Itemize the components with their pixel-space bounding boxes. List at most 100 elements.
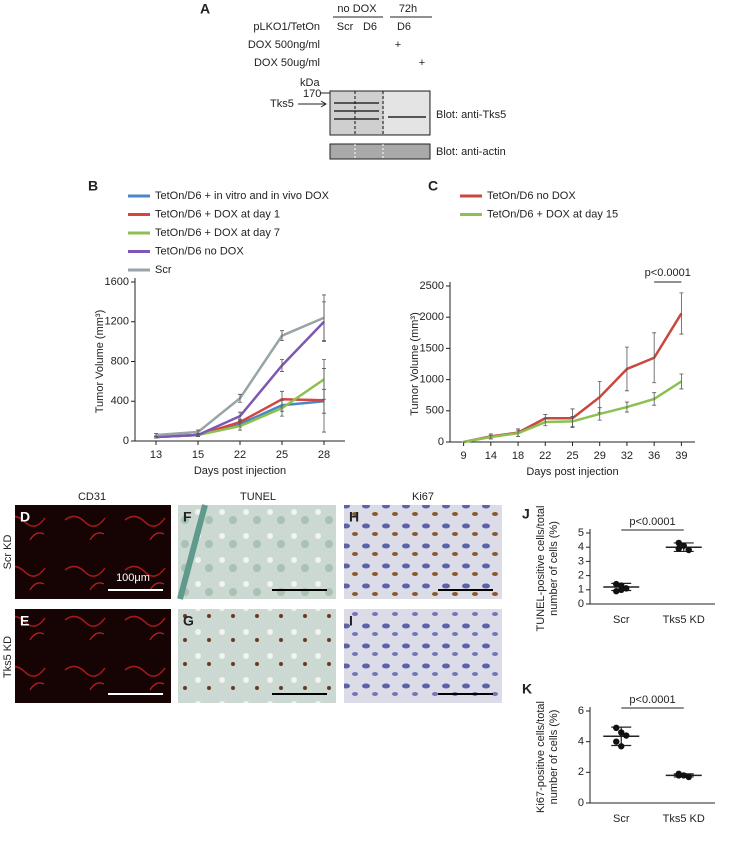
error-bar bbox=[488, 434, 493, 440]
error-bar bbox=[597, 407, 602, 421]
panel-letter: F bbox=[183, 509, 192, 525]
y-tick-label: 0 bbox=[578, 598, 584, 610]
protein-label: Tks5 bbox=[270, 98, 294, 110]
scale-label: 100μm bbox=[116, 572, 150, 584]
data-point bbox=[618, 586, 625, 593]
x-tick-label: 29 bbox=[594, 450, 606, 462]
data-point bbox=[613, 738, 620, 745]
error-bar bbox=[516, 429, 521, 437]
error-bar bbox=[280, 330, 284, 342]
x-tick-label: 28 bbox=[318, 449, 330, 461]
y-tick-label: 400 bbox=[111, 395, 129, 407]
data-point bbox=[675, 539, 682, 547]
panel-letter: J bbox=[522, 506, 530, 522]
error-bar bbox=[196, 429, 200, 435]
y-tick-label: 4 bbox=[578, 541, 584, 553]
y-tick-label: 500 bbox=[426, 405, 444, 417]
x-tick-label: 18 bbox=[512, 450, 524, 462]
x-tick-label: 36 bbox=[648, 450, 660, 462]
significance-label: p<0.0001 bbox=[629, 694, 675, 706]
significance-label: p<0.0001 bbox=[629, 516, 675, 528]
blot-label: Blot: anti-actin bbox=[436, 146, 506, 158]
panel-letter: H bbox=[349, 509, 359, 525]
treatment-mark: + bbox=[419, 57, 425, 69]
arrow bbox=[298, 100, 327, 108]
y-tick-label: 1600 bbox=[105, 276, 129, 288]
y-tick-label: 4 bbox=[578, 736, 584, 748]
lane-label: D6 bbox=[397, 21, 411, 33]
legend-label: TetOn/D6 + in vitro and in vivo DOX bbox=[155, 190, 330, 202]
y-tick-label: 0 bbox=[123, 435, 129, 447]
error-bar bbox=[280, 399, 284, 417]
legend-label: TetOn/D6 + DOX at day 7 bbox=[155, 227, 280, 239]
panel-letter: I bbox=[349, 613, 353, 629]
lane-label: D6 bbox=[363, 21, 377, 33]
condition-label: 72h bbox=[399, 3, 417, 15]
tissue-detail bbox=[177, 504, 208, 600]
error-bar bbox=[679, 292, 684, 335]
legend-label: TetOn/D6 no DOX bbox=[155, 245, 244, 257]
y-tick-label: 5 bbox=[578, 527, 584, 539]
panel-letter: E bbox=[20, 613, 29, 629]
row-label: Tks5 KD bbox=[2, 636, 14, 678]
data-point bbox=[675, 772, 682, 779]
panel-letter: B bbox=[88, 178, 98, 194]
lane-label: Scr bbox=[337, 21, 354, 33]
column-label: TUNEL bbox=[240, 491, 276, 503]
y-tick-label: 1500 bbox=[420, 342, 444, 354]
x-tick-label: 22 bbox=[234, 449, 246, 461]
blot-label: Blot: anti-Tks5 bbox=[436, 109, 506, 121]
data-point bbox=[685, 546, 692, 554]
x-tick-label: 25 bbox=[276, 449, 288, 461]
x-tick-label: 13 bbox=[150, 449, 162, 461]
panel-letter: C bbox=[428, 178, 438, 194]
y-tick-label: 2 bbox=[578, 766, 584, 778]
significance-label: p<0.0001 bbox=[645, 267, 691, 279]
construct-label: pLKO1/TetOn bbox=[253, 21, 320, 33]
legend-label: TetOn/D6 + DOX at day 1 bbox=[155, 208, 280, 220]
y-tick-label: 3 bbox=[578, 555, 584, 567]
data-point bbox=[675, 545, 682, 552]
y-axis-label: Tumor Volume (mm³) bbox=[409, 312, 421, 416]
x-tick-label: 15 bbox=[192, 449, 204, 461]
kda-label: kDa bbox=[300, 77, 320, 89]
panel-letter: A bbox=[200, 1, 210, 17]
data-point bbox=[685, 773, 692, 781]
error-bar bbox=[322, 294, 326, 342]
data-point bbox=[623, 732, 630, 739]
error-bar bbox=[570, 416, 575, 427]
x-tick-label: 14 bbox=[485, 450, 497, 462]
x-tick-label: 22 bbox=[539, 450, 551, 462]
micrograph bbox=[344, 505, 502, 599]
panel-letter: K bbox=[522, 681, 532, 697]
error-bar bbox=[624, 346, 629, 392]
error-bar bbox=[543, 417, 548, 427]
error-bar bbox=[624, 401, 629, 413]
blot bbox=[329, 143, 431, 160]
treatment-label: DOX 50ug/ml bbox=[254, 57, 320, 69]
error-bar bbox=[322, 359, 326, 400]
error-bar bbox=[238, 411, 242, 421]
data-point bbox=[618, 729, 625, 736]
y-axis-label: Ki67-positive cells/total bbox=[535, 701, 547, 813]
error-bar bbox=[280, 359, 284, 372]
error-bar bbox=[238, 421, 242, 431]
y-tick-label: 1 bbox=[578, 584, 584, 596]
x-tick-label: Tks5 KD bbox=[663, 813, 705, 825]
y-axis-label: Tumor Volume (mm³) bbox=[94, 310, 106, 414]
data-point bbox=[613, 580, 620, 588]
y-tick-label: 2000 bbox=[420, 311, 444, 323]
x-tick-label: 25 bbox=[566, 450, 578, 462]
data-point bbox=[680, 772, 687, 779]
y-tick-label: 6 bbox=[578, 705, 584, 717]
bands bbox=[334, 102, 426, 120]
micrograph bbox=[15, 609, 171, 703]
data-point bbox=[680, 542, 687, 549]
x-tick-label: Tks5 KD bbox=[663, 614, 705, 626]
y-tick-label: 1200 bbox=[105, 316, 129, 328]
y-tick-label: 2500 bbox=[420, 280, 444, 292]
y-tick-label: 800 bbox=[111, 355, 129, 367]
marker-label: 170 bbox=[303, 88, 321, 100]
